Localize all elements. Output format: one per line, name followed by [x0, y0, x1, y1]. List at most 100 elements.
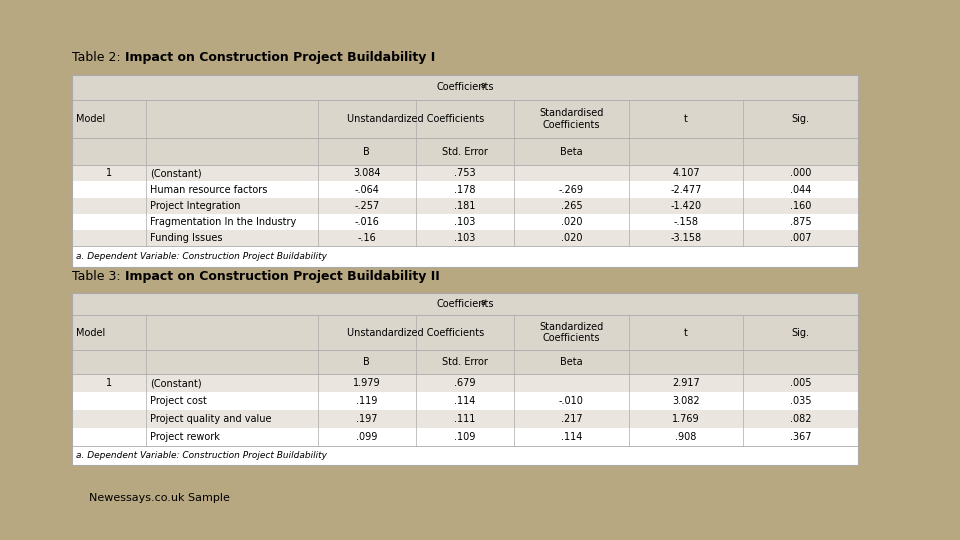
Text: Coefficients: Coefficients: [436, 299, 493, 309]
Text: Beta: Beta: [560, 147, 583, 157]
Bar: [72, 100, 858, 138]
Bar: [72, 428, 858, 447]
Bar: [72, 230, 858, 246]
Text: .103: .103: [454, 217, 476, 227]
Bar: [72, 293, 858, 315]
Text: -1.420: -1.420: [670, 201, 702, 211]
Bar: [72, 293, 858, 465]
Bar: [72, 293, 858, 465]
Text: a. Dependent Variable: Construction Project Buildability: a. Dependent Variable: Construction Proj…: [76, 451, 326, 461]
Text: .020: .020: [561, 217, 582, 227]
Text: .679: .679: [454, 378, 476, 388]
Text: Funding Issues: Funding Issues: [150, 233, 223, 243]
Text: .035: .035: [790, 396, 811, 406]
Text: -.064: -.064: [354, 185, 379, 194]
Text: Std. Error: Std. Error: [443, 357, 488, 367]
Text: Project quality and value: Project quality and value: [150, 414, 272, 424]
Text: .109: .109: [454, 433, 476, 442]
Text: -.16: -.16: [357, 233, 376, 243]
Bar: [72, 410, 858, 428]
Text: .367: .367: [790, 433, 811, 442]
Text: .119: .119: [356, 396, 377, 406]
Text: t: t: [684, 328, 688, 338]
Text: Table 2:: Table 2:: [72, 51, 125, 64]
Text: Project Integration: Project Integration: [150, 201, 241, 211]
Text: .114: .114: [561, 433, 582, 442]
Text: a. Dependent Variable: Construction Project Buildability: a. Dependent Variable: Construction Proj…: [76, 252, 326, 261]
Bar: [72, 315, 858, 350]
Text: Project cost: Project cost: [150, 396, 207, 406]
Text: .007: .007: [790, 233, 811, 243]
Text: Model: Model: [76, 114, 105, 124]
Bar: [72, 75, 858, 267]
Text: Sig.: Sig.: [792, 328, 809, 338]
Bar: [72, 138, 858, 165]
Text: Coefficients: Coefficients: [436, 82, 493, 92]
Text: Sig.: Sig.: [792, 114, 809, 124]
Text: .875: .875: [790, 217, 811, 227]
Text: a: a: [480, 298, 485, 307]
Text: Standardized
Coefficients: Standardized Coefficients: [540, 322, 604, 343]
Text: a: a: [480, 80, 485, 90]
Text: Standardised
Coefficients: Standardised Coefficients: [540, 108, 604, 130]
Text: .044: .044: [790, 185, 811, 194]
Text: 1: 1: [106, 378, 112, 388]
Text: Table 3:: Table 3:: [72, 269, 125, 283]
Text: Human resource factors: Human resource factors: [150, 185, 268, 194]
Text: t: t: [684, 114, 688, 124]
Bar: [72, 165, 858, 181]
Text: 1: 1: [106, 168, 112, 178]
Text: B: B: [364, 147, 371, 157]
Text: 1.769: 1.769: [672, 414, 700, 424]
Text: Model: Model: [76, 328, 105, 338]
Text: (Constant): (Constant): [150, 378, 202, 388]
Text: Impact on Construction Project Buildability II: Impact on Construction Project Buildabil…: [125, 269, 440, 283]
Text: .178: .178: [454, 185, 476, 194]
Text: .160: .160: [790, 201, 811, 211]
Text: .197: .197: [356, 414, 377, 424]
Text: -.269: -.269: [559, 185, 584, 194]
Text: Std. Error: Std. Error: [443, 147, 488, 157]
Text: 2.917: 2.917: [672, 378, 700, 388]
Text: -.010: -.010: [559, 396, 584, 406]
Text: .181: .181: [454, 201, 476, 211]
Text: .111: .111: [454, 414, 476, 424]
Text: 1.979: 1.979: [353, 378, 380, 388]
Bar: [72, 392, 858, 410]
Text: Project rework: Project rework: [150, 433, 220, 442]
Text: -2.477: -2.477: [670, 185, 702, 194]
Text: .217: .217: [561, 414, 582, 424]
Text: B: B: [364, 357, 371, 367]
Text: .099: .099: [356, 433, 377, 442]
Bar: [72, 350, 858, 374]
Text: Impact on Construction Project Buildability I: Impact on Construction Project Buildabil…: [125, 51, 435, 64]
Text: .082: .082: [790, 414, 811, 424]
Text: Fragmentation In the Industry: Fragmentation In the Industry: [150, 217, 297, 227]
Text: .908: .908: [675, 433, 697, 442]
Text: -.257: -.257: [354, 201, 379, 211]
Text: 3.082: 3.082: [672, 396, 700, 406]
Text: -.016: -.016: [354, 217, 379, 227]
Text: .005: .005: [790, 378, 811, 388]
Text: .753: .753: [454, 168, 476, 178]
Text: .103: .103: [454, 233, 476, 243]
Text: Unstandardized Coefficients: Unstandardized Coefficients: [348, 328, 485, 338]
Text: 3.084: 3.084: [353, 168, 380, 178]
Text: Unstandardized Coefficients: Unstandardized Coefficients: [348, 114, 485, 124]
Text: -.158: -.158: [674, 217, 699, 227]
Text: .000: .000: [790, 168, 811, 178]
Text: (Constant): (Constant): [150, 168, 202, 178]
Bar: [72, 214, 858, 230]
Text: 4.107: 4.107: [672, 168, 700, 178]
Text: .114: .114: [454, 396, 476, 406]
Text: .020: .020: [561, 233, 582, 243]
Text: Beta: Beta: [560, 357, 583, 367]
Bar: [72, 75, 858, 100]
Bar: [72, 198, 858, 214]
Bar: [72, 75, 858, 267]
Bar: [72, 374, 858, 392]
Text: -3.158: -3.158: [670, 233, 702, 243]
Bar: [72, 181, 858, 198]
Text: Newessays.co.uk Sample: Newessays.co.uk Sample: [89, 494, 230, 503]
Text: .265: .265: [561, 201, 582, 211]
